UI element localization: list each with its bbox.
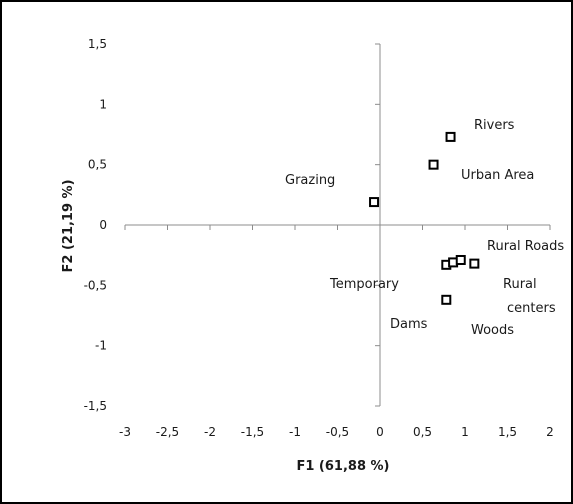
- y-tick-label: -1,5: [84, 399, 107, 413]
- point-label: Dams: [390, 317, 428, 332]
- x-tick-label: -1,5: [241, 425, 264, 439]
- point-label: Rural Roads: [487, 239, 564, 254]
- y-tick-label: 1: [99, 97, 107, 111]
- x-tick-label: -2,5: [156, 425, 179, 439]
- x-tick-label: 0: [376, 425, 384, 439]
- point-label: Woods: [471, 323, 514, 338]
- x-tick-label: 1,5: [498, 425, 517, 439]
- y-tick-label: -0,5: [84, 278, 107, 292]
- point-label: Rural: [503, 277, 537, 292]
- y-tick-label: 0: [99, 218, 107, 232]
- x-tick-label: 0,5: [413, 425, 432, 439]
- x-tick-label: -3: [119, 425, 131, 439]
- point-label: Temporary: [329, 277, 399, 292]
- y-tick-label: -1: [95, 339, 107, 353]
- point-label: Grazing: [285, 173, 335, 188]
- data-point: [469, 258, 480, 269]
- data-points: [369, 131, 480, 305]
- x-tick-label: -1: [289, 425, 301, 439]
- x-tick-label: 1: [461, 425, 469, 439]
- data-point: [445, 131, 456, 142]
- x-tick-label: -0,5: [326, 425, 349, 439]
- data-point: [441, 294, 452, 305]
- y-tick-label: 0,5: [88, 158, 107, 172]
- data-point: [369, 197, 380, 208]
- point-labels: Rivers Urban Area Grazing Rural Roads Tempor…: [285, 118, 564, 338]
- x-tick-label: 2: [546, 425, 554, 439]
- y-tick-labels: 1,5 1 0,5 0 -0,5 -1 -1,5: [84, 37, 107, 413]
- data-point: [428, 159, 439, 170]
- x-axis-title: F1 (61,88 %): [296, 459, 389, 474]
- point-label: centers: [507, 301, 556, 316]
- point-label: Rivers: [474, 118, 515, 133]
- point-label: Urban Area: [461, 168, 534, 183]
- y-axis-title: F2 (21,19 %): [61, 179, 76, 272]
- axes: [124, 43, 551, 407]
- data-point: [455, 254, 466, 265]
- x-tick-label: -2: [204, 425, 216, 439]
- y-tick-label: 1,5: [88, 37, 107, 51]
- x-tick-labels: -3 -2,5 -2 -1,5 -1 -0,5 0 0,5 1 1,5 2: [119, 425, 554, 439]
